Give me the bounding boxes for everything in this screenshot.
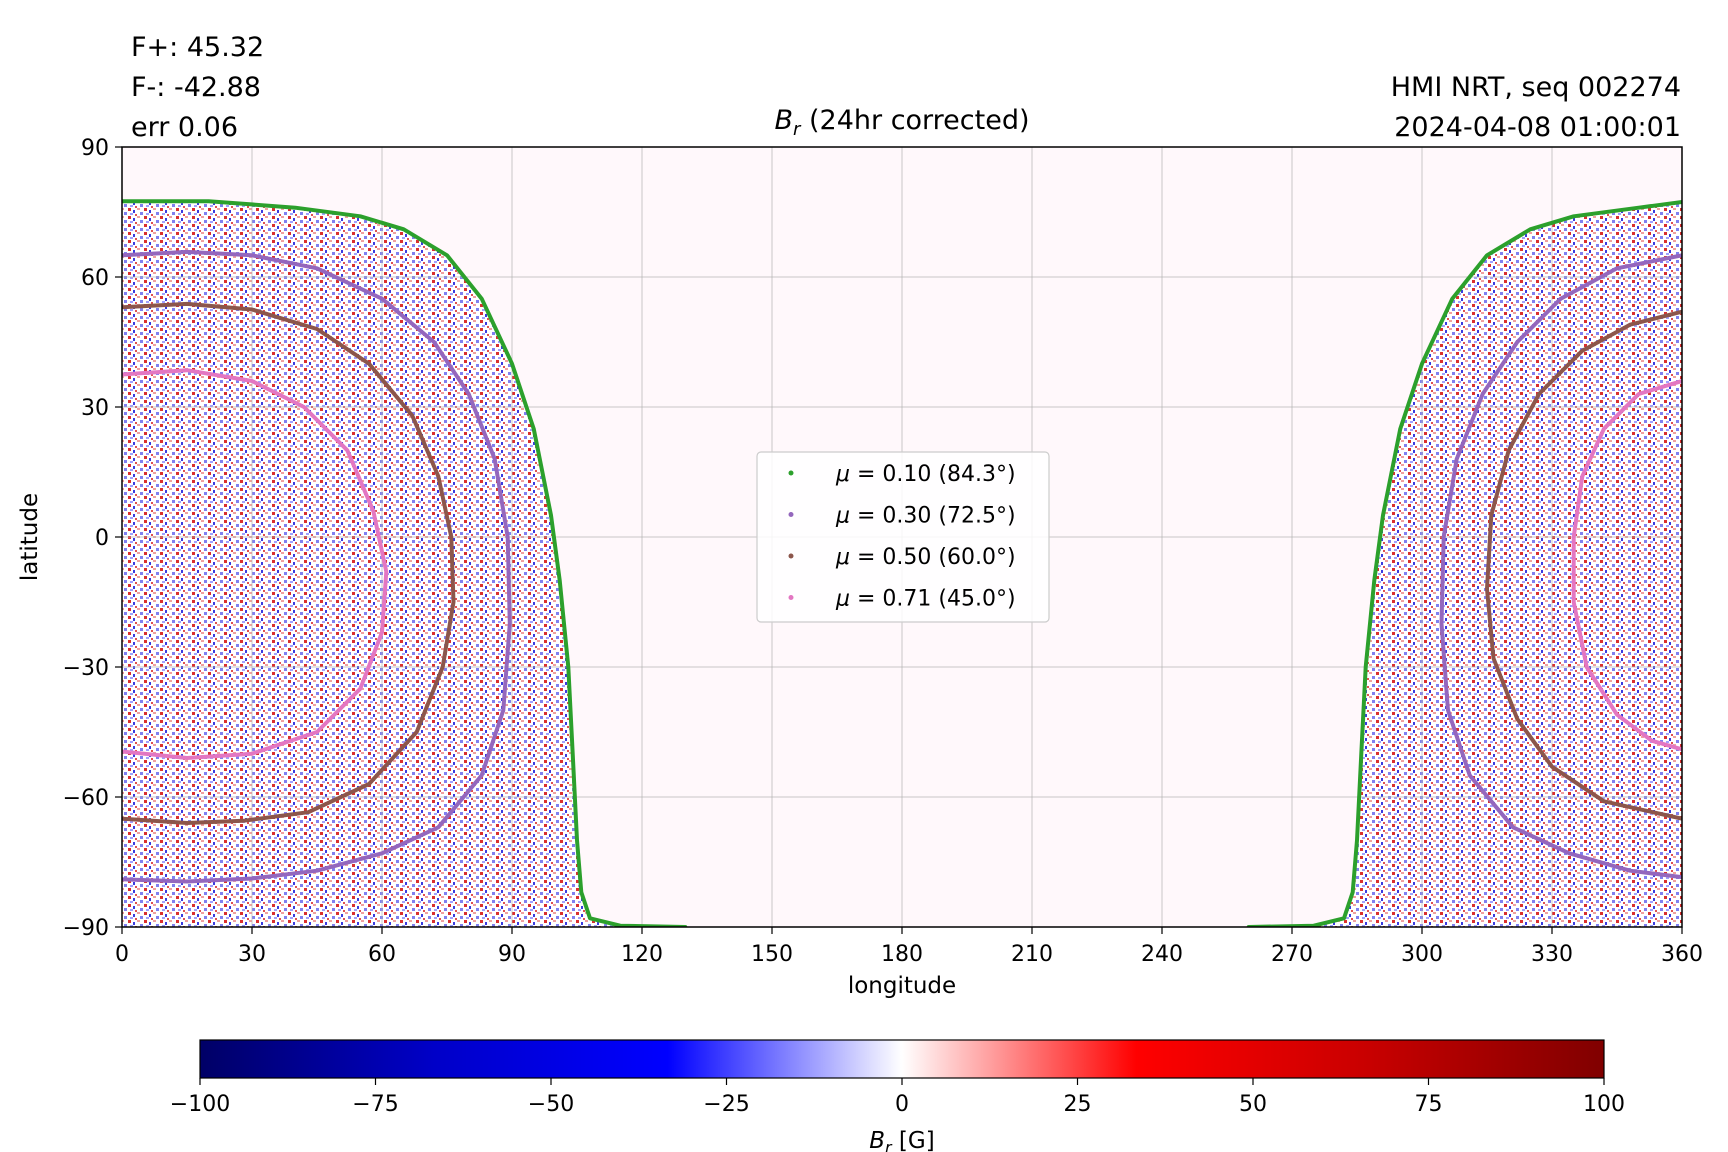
x-tick-label: 360 bbox=[1661, 942, 1703, 967]
legend-label: μ = 0.50 (60.0°) bbox=[835, 545, 1016, 570]
data-region-left bbox=[122, 201, 686, 927]
flux-negative-label: F-: -42.88 bbox=[131, 72, 261, 103]
y-tick-label: 90 bbox=[81, 136, 109, 161]
legend-label: μ = 0.10 (84.3°) bbox=[835, 462, 1016, 487]
x-tick-label: 270 bbox=[1271, 942, 1313, 967]
series-line-mu-0 bbox=[1246, 200, 1682, 927]
series-line-mu-2 bbox=[1485, 309, 1682, 821]
timestamp-label: 2024-04-08 01:00:01 bbox=[1394, 112, 1681, 143]
x-tick-label: 300 bbox=[1401, 942, 1443, 967]
series-line-mu-1 bbox=[122, 249, 512, 884]
colorbar-tick-label: −25 bbox=[703, 1092, 749, 1117]
y-tick-label: −90 bbox=[63, 916, 109, 941]
x-tick-label: 330 bbox=[1531, 942, 1573, 967]
legend-box bbox=[756, 451, 1050, 623]
legend-label: μ = 0.30 (72.5°) bbox=[835, 504, 1016, 529]
series-line-mu-2 bbox=[122, 301, 456, 825]
mu-contours bbox=[122, 199, 1682, 927]
series-line-mu-3 bbox=[1571, 379, 1682, 752]
y-axis-ticks: −90 −60 −30 0 30 60 90 bbox=[63, 136, 122, 941]
data-region-right bbox=[1248, 202, 1682, 927]
colorbar-tick-label: 0 bbox=[895, 1092, 909, 1117]
x-tick-label: 150 bbox=[751, 942, 793, 967]
series-line-mu-0 bbox=[122, 199, 688, 927]
y-tick-label: −30 bbox=[63, 656, 109, 681]
x-tick-label: 210 bbox=[1011, 942, 1053, 967]
colorbar bbox=[199, 1039, 1605, 1079]
legend-marker bbox=[788, 595, 794, 600]
colorbar-tick-label: −50 bbox=[528, 1092, 574, 1117]
colorbar-tick-label: 25 bbox=[1064, 1092, 1092, 1117]
x-tick-label: 60 bbox=[368, 942, 396, 967]
error-label: err 0.06 bbox=[131, 112, 239, 143]
legend-marker bbox=[788, 512, 794, 517]
legend: μ = 0.10 (84.3°) μ = 0.30 (72.5°) μ = 0.50… bbox=[756, 451, 1050, 623]
colorbar-ticks: −100 −75 −50 −25 0 25 50 75 100 bbox=[170, 1078, 1625, 1117]
y-axis-label: latitude bbox=[17, 493, 43, 581]
series-line-mu-1 bbox=[1439, 253, 1682, 880]
x-tick-label: 180 bbox=[881, 942, 923, 967]
colorbar-tick-label: −75 bbox=[352, 1092, 398, 1117]
legend-label: μ = 0.71 (45.0°) bbox=[835, 587, 1016, 612]
x-tick-label: 90 bbox=[498, 942, 526, 967]
colorbar-tick-label: 75 bbox=[1415, 1092, 1443, 1117]
chart-title: Br (24hr corrected) bbox=[774, 105, 1029, 140]
series-line-mu-3 bbox=[122, 368, 389, 760]
colorbar-label: Br [G] bbox=[869, 1128, 934, 1152]
legend-marker bbox=[788, 470, 794, 476]
magnetogram-data bbox=[122, 201, 1682, 927]
colorbar-tick-label: 50 bbox=[1239, 1092, 1267, 1117]
flux-positive-label: F+: 45.32 bbox=[131, 32, 265, 63]
x-tick-label: 30 bbox=[238, 942, 266, 967]
legend-marker bbox=[788, 553, 794, 559]
x-tick-label: 120 bbox=[621, 942, 663, 967]
colorbar-tick-label: 100 bbox=[1583, 1092, 1625, 1117]
y-tick-label: 60 bbox=[81, 266, 109, 291]
y-tick-label: −60 bbox=[63, 786, 109, 811]
x-axis-label: longitude bbox=[848, 973, 956, 999]
y-tick-label: 0 bbox=[95, 526, 109, 551]
instrument-label: HMI NRT, seq 002274 bbox=[1390, 72, 1681, 103]
x-tick-label: 0 bbox=[115, 942, 129, 967]
y-tick-label: 30 bbox=[81, 396, 109, 421]
colorbar-tick-label: −100 bbox=[170, 1092, 230, 1117]
x-axis-ticks: 0 30 60 90 120 150 180 210 240 270 300 330 360 bbox=[115, 927, 1703, 967]
x-tick-label: 240 bbox=[1141, 942, 1183, 967]
